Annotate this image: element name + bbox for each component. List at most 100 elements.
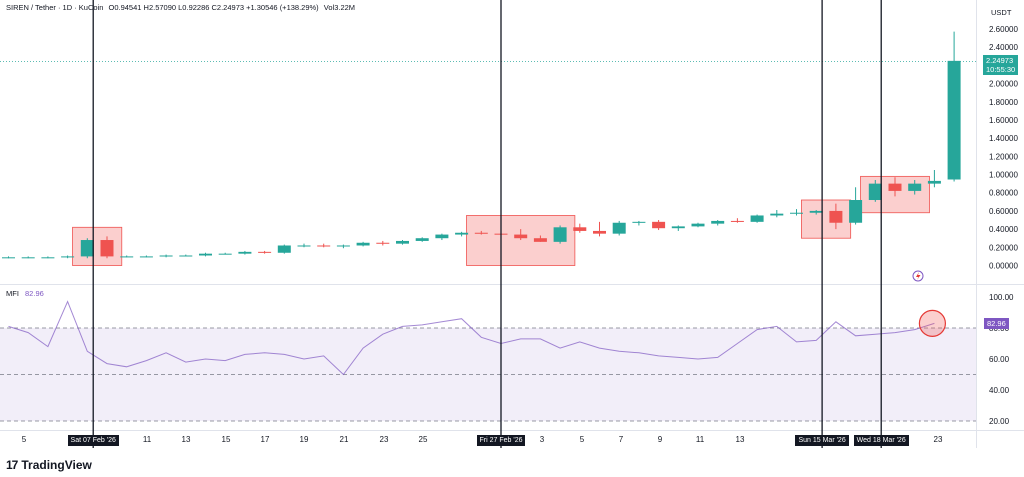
candle-body: [947, 60, 961, 180]
candle-body: [553, 227, 567, 242]
mfi-tick-label: 100.00: [989, 293, 1014, 302]
candle-body: [238, 251, 252, 254]
time-tick-label: 5: [22, 435, 27, 444]
price-tick-label: 0.60000: [989, 207, 1018, 216]
candle-body: [218, 253, 232, 255]
candle-body: [908, 183, 922, 191]
candle-body: [671, 226, 685, 229]
price-tick-label: 1.00000: [989, 171, 1018, 180]
candle-body: [455, 232, 469, 235]
time-tick-label: 9: [658, 435, 663, 444]
candle-body: [691, 223, 705, 227]
price-tick-label: 2.40000: [989, 43, 1018, 52]
date-marker-badge: Sat 07 Feb '26: [67, 435, 119, 446]
price-tick-label: 1.40000: [989, 134, 1018, 143]
candle-body: [927, 180, 941, 184]
price-tick-label: 0.20000: [989, 243, 1018, 252]
mfi-tick-label: 20.00: [989, 417, 1010, 426]
candle-body: [41, 257, 55, 259]
date-marker-badge: Fri 27 Feb '26: [476, 435, 526, 446]
candle-body: [770, 213, 784, 216]
price-unit-label: USDT: [991, 8, 1012, 17]
candle-body: [179, 255, 193, 257]
mfi-line: [8, 300, 935, 376]
time-tick-label: 23: [934, 435, 943, 444]
candle-body: [593, 230, 606, 234]
candle-body: [120, 256, 134, 258]
time-tick-label: 19: [300, 435, 309, 444]
candle-body: [376, 242, 390, 244]
time-tick-label: 15: [222, 435, 231, 444]
mfi-highlight-circle: [918, 309, 947, 337]
highlight-box: [801, 199, 852, 239]
candle-body: [652, 221, 666, 229]
chart-header: SIREN / Tether · 1D · KuCoin O0.94541 H2…: [6, 3, 355, 12]
tradingview-logo-icon: 17: [6, 458, 18, 472]
candle-body: [297, 245, 311, 247]
volume-readout: Vol3.22M: [323, 3, 356, 12]
candle-body: [868, 183, 882, 201]
time-tick-label: 23: [380, 435, 389, 444]
candle-body: [829, 210, 843, 223]
price-tick-label: 0.40000: [989, 225, 1018, 234]
time-tick-label: 13: [736, 435, 745, 444]
ohlc-readout: O0.94541 H2.57090 L0.92286 C2.24973 +1.3…: [108, 3, 319, 12]
price-tick-label: 1.20000: [989, 152, 1018, 161]
candle-body: [139, 256, 153, 258]
mfi-tick-label: 60.00: [989, 355, 1010, 364]
candle-body: [21, 257, 35, 259]
brand-name: TradingView: [21, 458, 92, 472]
candle-body: [533, 238, 547, 242]
candle-body: [277, 245, 291, 253]
candle-body: [258, 251, 272, 253]
candle-body: [415, 238, 429, 241]
time-tick-label: 11: [696, 435, 705, 444]
candle-body: [514, 234, 528, 239]
date-marker-badge: Sun 15 Mar '26: [795, 435, 849, 446]
candle-body: [888, 183, 902, 191]
time-tick-label: 3: [540, 435, 545, 444]
time-tick-label: 13: [182, 435, 191, 444]
symbol-label[interactable]: SIREN / Tether · 1D · KuCoin: [6, 3, 104, 12]
candle-body: [849, 200, 863, 223]
price-tick-label: 1.60000: [989, 116, 1018, 125]
tradingview-logo[interactable]: 17 TradingView: [6, 458, 92, 472]
candle-body: [61, 256, 75, 258]
candle-body: [159, 255, 173, 257]
price-tick-label: 0.80000: [989, 189, 1018, 198]
candle-body: [100, 240, 114, 257]
alert-lightning-icon: [912, 270, 924, 282]
highlight-box: [72, 226, 123, 266]
candle-body: [711, 220, 725, 224]
bar-countdown: 10:55:30: [986, 65, 1016, 74]
candle-body: [474, 232, 488, 234]
price-tick-label: 2.60000: [989, 25, 1018, 34]
price-tick-label: 1.80000: [989, 98, 1018, 107]
mfi-tick-label: 40.00: [989, 386, 1010, 395]
time-tick-label: 17: [261, 435, 270, 444]
candle-body: [396, 240, 409, 244]
price-tick-label: 2.00000: [989, 80, 1018, 89]
candle-body: [435, 234, 449, 239]
candle-body: [809, 210, 823, 213]
candle-body: [612, 222, 626, 234]
time-tick-label: 21: [340, 435, 349, 444]
candle-body: [199, 253, 212, 256]
candle-body: [632, 221, 646, 223]
time-tick-label: 25: [419, 435, 428, 444]
candle-body: [2, 257, 15, 259]
candle-body: [750, 215, 764, 222]
time-tick-label: 5: [580, 435, 585, 444]
mfi-header: MFI 82.96: [6, 289, 44, 298]
candle-body: [573, 227, 587, 231]
candle-body: [790, 212, 803, 214]
date-marker-badge: Wed 18 Mar '26: [853, 435, 909, 446]
mfi-value-badge: 82.96: [984, 318, 1009, 329]
mfi-label[interactable]: MFI: [6, 289, 19, 298]
candle-body: [356, 242, 370, 246]
candle-body: [317, 245, 331, 247]
candle-body: [730, 220, 744, 222]
current-price: 2.24973: [986, 56, 1014, 65]
mfi-header-value: 82.96: [25, 289, 44, 298]
